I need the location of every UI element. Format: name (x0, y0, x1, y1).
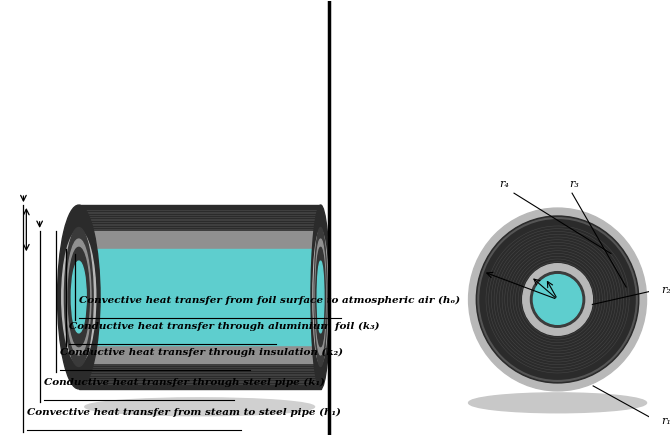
Ellipse shape (64, 228, 93, 367)
Ellipse shape (314, 228, 327, 367)
Text: r₃: r₃ (569, 179, 579, 189)
Text: r₁: r₁ (661, 416, 670, 426)
Text: Convective heat transfer from foil surface to atmospheric air (hₒ): Convective heat transfer from foil surfa… (79, 296, 460, 305)
Text: Convective heat transfer from steam to steel pipe (h₁): Convective heat transfer from steam to s… (27, 408, 341, 417)
Bar (79, 345, 320, 363)
Text: Conductive heat transfer through aluminium foil (k₃): Conductive heat transfer through alumini… (70, 321, 380, 330)
Ellipse shape (62, 230, 96, 364)
Text: Conductive heat transfer through insulation (k₂): Conductive heat transfer through insulat… (60, 347, 343, 357)
Circle shape (531, 272, 585, 327)
Ellipse shape (315, 239, 326, 355)
Ellipse shape (468, 393, 647, 413)
Bar (79, 249, 320, 345)
Circle shape (533, 275, 582, 324)
Circle shape (468, 208, 647, 391)
Ellipse shape (311, 205, 330, 389)
Circle shape (476, 216, 639, 383)
Ellipse shape (313, 230, 328, 364)
Ellipse shape (58, 205, 100, 389)
Bar (79, 231, 320, 249)
Ellipse shape (317, 261, 324, 333)
Ellipse shape (71, 261, 86, 333)
Ellipse shape (68, 247, 89, 347)
Text: Conductive heat transfer through steel pipe (k₁): Conductive heat transfer through steel p… (44, 378, 324, 387)
Ellipse shape (66, 239, 91, 355)
Text: r₂: r₂ (661, 285, 670, 295)
Bar (79, 205, 320, 389)
Circle shape (523, 264, 592, 335)
Text: r₄: r₄ (499, 179, 509, 189)
Ellipse shape (85, 398, 314, 416)
Ellipse shape (316, 247, 326, 347)
